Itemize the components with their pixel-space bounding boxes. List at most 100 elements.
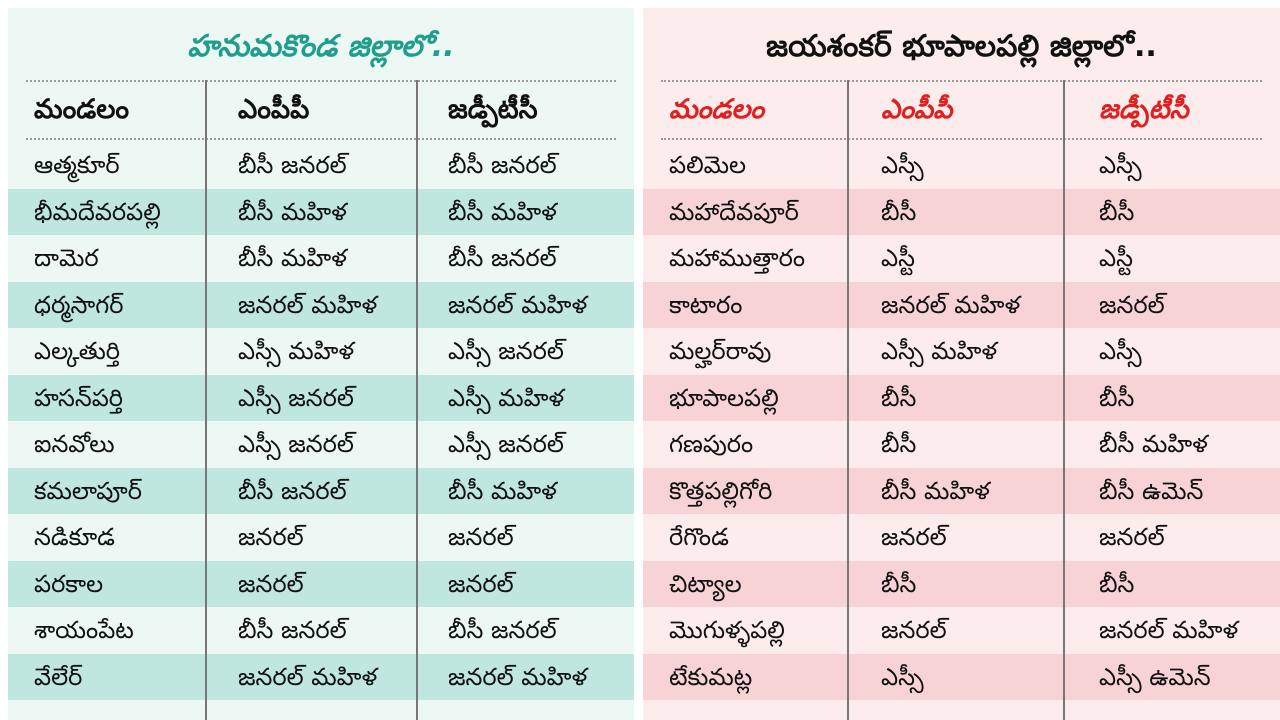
table-row: ధర్మసాగర్ జనరల్ మహిళ జనరల్ మహిళ: [8, 281, 634, 328]
cell-mpp: జనరల్: [881, 523, 947, 551]
cell-mpp: బీసీ: [881, 197, 917, 226]
cell-zptc: జనరల్ మహిళ: [448, 662, 588, 691]
cell-zptc: బీసీ మహిళ: [448, 197, 557, 226]
cell-mandal: ధర్మసాగర్: [34, 290, 124, 319]
cell-zptc: ఎస్టీ: [1099, 244, 1133, 272]
cell-zptc: బీసీ: [1099, 197, 1135, 226]
cell-mandal: భీమదేవరపల్లి: [34, 197, 161, 226]
cell-mandal: మొగుళ్ళపల్లి: [669, 616, 785, 644]
cell-mpp: జనరల్: [881, 616, 947, 644]
table-row: కమలాపూర్ బీసీ జనరల్ బీసీ మహిళ: [8, 467, 634, 514]
cell-mpp: బీసీ మహిళ: [881, 476, 990, 505]
cell-mpp: బీసీ జనరల్: [238, 476, 347, 505]
table-row: పలిమెల ఎస్సీ ఎస్సీ: [643, 142, 1280, 189]
column-separator: [205, 80, 207, 720]
cell-mpp: జనరల్: [238, 523, 304, 551]
cell-mpp: ఎస్సీ జనరల్: [238, 383, 354, 412]
cell-mandal: ఐనవోలు: [34, 430, 115, 458]
cell-mandal: వేలేర్: [34, 662, 83, 691]
title-divider: [26, 80, 616, 82]
cell-mandal: శాయంపేట: [34, 616, 134, 644]
cell-mpp: బీసీ: [881, 383, 917, 412]
header-mpp: ఎంపీపీ: [238, 94, 310, 125]
table-row: వేలేర్ జనరల్ మహిళ జనరల్ మహిళ: [8, 653, 634, 700]
cell-zptc: బీసీ ఉమెన్: [1099, 476, 1204, 505]
column-separator: [847, 80, 849, 720]
table-row: ఆత్మకూర్ బీసీ జనరల్ బీసీ జనరల్: [8, 142, 634, 189]
column-separator: [1063, 80, 1065, 720]
cell-zptc: ఎస్సీ ఉమెన్: [1099, 662, 1211, 691]
header-zptc: జడ్పీటీసీ: [1099, 94, 1189, 125]
hanumakonda-panel: హనుమకొండ జిల్లాలో.. మండలం ఎంపీపీ జడ్పీటీ…: [8, 8, 634, 720]
cell-zptc: జనరల్ మహిళ: [1099, 616, 1239, 644]
cell-zptc: ఎస్సీ: [1099, 337, 1142, 365]
cell-mandal: మల్హర్‌రావు: [669, 337, 772, 365]
header-divider: [26, 138, 616, 140]
cell-mpp: బీసీ జనరల్: [238, 151, 347, 179]
header-mandal: మండలం: [669, 94, 765, 125]
cell-mpp: ఎస్సీ: [881, 662, 924, 691]
hanumakonda-title: హనుమకొండ జిల్లాలో..: [187, 29, 455, 64]
cell-zptc: బీసీ జనరల్: [448, 616, 557, 644]
cell-zptc: జనరల్: [1099, 523, 1165, 551]
table-header: మండలం ఎంపీపీ జడ్పీటీసీ: [8, 82, 634, 138]
cell-zptc: బీసీ: [1099, 569, 1135, 598]
cell-mpp: జనరల్: [238, 569, 304, 598]
cell-zptc: ఎస్సీ జనరల్: [448, 430, 564, 458]
hanumakonda-table-body: ఆత్మకూర్ బీసీ జనరల్ బీసీ జనరల్ భీమదేవరపల్లి…: [8, 142, 634, 700]
cell-zptc: ఎస్సీ జనరల్: [448, 337, 564, 365]
table-row: మొగుళ్ళపల్లి జనరల్ జనరల్ మహిళ: [643, 607, 1280, 654]
cell-mandal: ఆత్మకూర్: [34, 151, 120, 179]
cell-mandal: మహాదేవపూర్: [669, 197, 799, 226]
cell-mandal: రేగొండ: [669, 523, 729, 551]
cell-zptc: జనరల్ మహిళ: [448, 290, 588, 319]
table-row: కాటారం జనరల్ మహిళ జనరల్: [643, 281, 1280, 328]
bhupalpally-panel: జయశంకర్ భూపాలపల్లి జిల్లాలో.. మండలం ఎంపీ…: [643, 8, 1280, 720]
cell-mandal: చిట్యాల: [669, 569, 742, 598]
cell-mpp: ఎస్సీ మహిళ: [238, 337, 355, 365]
table-row: మల్హర్‌రావు ఎస్సీ మహిళ ఎస్సీ: [643, 328, 1280, 375]
cell-zptc: బీసీ జనరల్: [448, 244, 557, 272]
table-row: భూపాలపల్లి బీసీ బీసీ: [643, 374, 1280, 421]
table-row: భీమదేవరపల్లి బీసీ మహిళ బీసీ మహిళ: [8, 188, 634, 235]
cell-mandal: కాటారం: [669, 290, 743, 319]
cell-zptc: ఎస్సీ మహిళ: [448, 383, 565, 412]
table-row: ఐనవోలు ఎస్సీ జనరల్ ఎస్సీ జనరల్: [8, 421, 634, 468]
table-row: దామెర బీసీ మహిళ బీసీ జనరల్: [8, 235, 634, 282]
table-row: కొత్తపల్లిగోరి బీసీ మహిళ బీసీ ఉమెన్: [643, 467, 1280, 514]
table-row: టేకుమట్ల ఎస్సీ ఎస్సీ ఉమెన్: [643, 653, 1280, 700]
cell-mpp: బీసీ మహిళ: [238, 244, 347, 272]
cell-mandal: దామెర: [34, 244, 99, 272]
cell-mpp: ఎస్సీ జనరల్: [238, 430, 354, 458]
header-zptc: జడ్పీటీసీ: [448, 94, 538, 125]
cell-mpp: బీసీ మహిళ: [238, 197, 347, 226]
cell-mpp: ఎస్సీ: [881, 151, 924, 179]
table-row: నడికూడ జనరల్ జనరల్: [8, 514, 634, 561]
cell-zptc: ఎస్సీ: [1099, 151, 1142, 179]
bhupalpally-table-body: పలిమెల ఎస్సీ ఎస్సీ మహాదేవపూర్ బీసీ బీసీ మహాముత…: [643, 142, 1280, 700]
cell-zptc: బీసీ జనరల్: [448, 151, 557, 179]
table-row: శాయంపేట బీసీ జనరల్ బీసీ జనరల్: [8, 607, 634, 654]
cell-mandal: కమలాపూర్: [34, 476, 142, 505]
table-row: చిట్యాల బీసీ బీసీ: [643, 560, 1280, 607]
cell-mpp: ఎస్టీ: [881, 244, 915, 272]
cell-zptc: బీసీ మహిళ: [448, 476, 557, 505]
column-separator: [416, 80, 418, 720]
cell-mandal: పరకాల: [34, 569, 104, 598]
table-row: పరకాల జనరల్ జనరల్: [8, 560, 634, 607]
cell-zptc: జనరల్: [448, 569, 514, 598]
header-divider: [661, 138, 1262, 140]
table-row: ఎల్కతుర్తి ఎస్సీ మహిళ ఎస్సీ జనరల్: [8, 328, 634, 375]
cell-mandal: నడికూడ: [34, 523, 115, 551]
cell-mpp: బీసీ: [881, 569, 917, 598]
cell-mandal: పలిమెల: [669, 151, 747, 179]
table-row: గణపురం బీసీ బీసీ మహిళ: [643, 421, 1280, 468]
title-divider: [661, 80, 1262, 82]
cell-mandal: టేకుమట్ల: [669, 662, 753, 691]
cell-mandal: గణపురం: [669, 430, 754, 458]
cell-mandal: భూపాలపల్లి: [669, 383, 779, 412]
cell-mandal: మహాముత్తారం: [669, 244, 806, 272]
table-row: మహాదేవపూర్ బీసీ బీసీ: [643, 188, 1280, 235]
cell-zptc: జనరల్: [448, 523, 514, 551]
cell-mpp: బీసీ జనరల్: [238, 616, 347, 644]
